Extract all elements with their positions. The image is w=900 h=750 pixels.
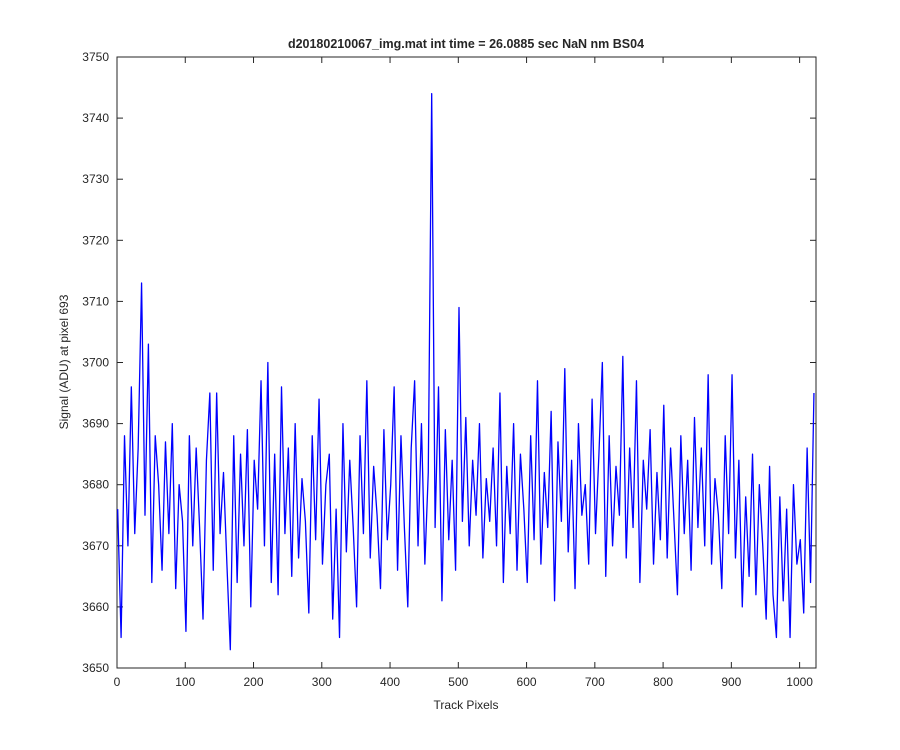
chart-title: d20180210067_img.mat int time = 26.0885 … [288, 37, 644, 51]
x-tick-label: 800 [653, 675, 673, 689]
axes-box [116, 56, 817, 669]
x-tick-label: 600 [517, 675, 537, 689]
x-tick-label: 300 [312, 675, 332, 689]
x-tick-label: 700 [585, 675, 605, 689]
x-tick-label: 100 [175, 675, 195, 689]
x-axis-label: Track Pixels [434, 698, 499, 712]
x-tick-label: 900 [721, 675, 741, 689]
y-tick-label: 3680 [82, 478, 109, 492]
y-tick-label: 3750 [82, 50, 109, 64]
y-tick-label: 3710 [82, 294, 109, 308]
y-tick-label: 3700 [82, 356, 109, 370]
y-tick-label: 3740 [82, 111, 109, 125]
x-tick-label: 200 [244, 675, 264, 689]
y-axis-label: Signal (ADU) at pixel 693 [57, 294, 71, 429]
x-tick-label: 500 [448, 675, 468, 689]
y-tick-label: 3720 [82, 233, 109, 247]
y-tick-label: 3690 [82, 417, 109, 431]
x-tick-label: 400 [380, 675, 400, 689]
y-tick-label: 3670 [82, 539, 109, 553]
data-line [117, 93, 815, 651]
x-tick-label: 0 [114, 675, 121, 689]
y-tick-label: 3730 [82, 172, 109, 186]
y-tick-label: 3650 [82, 661, 109, 675]
x-tick-label: 1000 [786, 675, 813, 689]
y-tick-label: 3660 [82, 600, 109, 614]
